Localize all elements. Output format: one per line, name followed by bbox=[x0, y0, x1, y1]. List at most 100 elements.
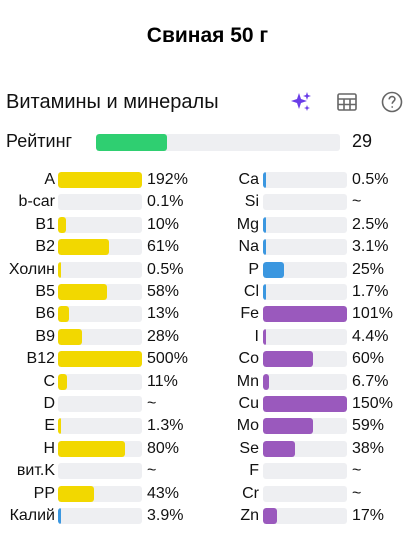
nutrient-row: P 25% bbox=[0, 259, 415, 281]
nutrient-bar bbox=[263, 373, 347, 390]
nutrient-bar bbox=[263, 463, 347, 480]
nutrient-value: 500% bbox=[147, 350, 188, 368]
nutrient-label: PP bbox=[33, 484, 55, 502]
nutrient-bar-fill bbox=[58, 216, 67, 233]
nutrient-label: F bbox=[249, 462, 259, 480]
nutrient-value: ~ bbox=[147, 462, 157, 480]
nutrient-bar bbox=[58, 216, 142, 233]
nutrient-value: 60% bbox=[352, 350, 385, 368]
nutrient-label: Co bbox=[238, 350, 259, 368]
nutrient-label: B5 bbox=[35, 283, 55, 300]
nutrient-bar-fill bbox=[263, 172, 266, 188]
nutrient-bar-fill bbox=[263, 216, 266, 233]
nutrient-row: B2 61% bbox=[0, 236, 415, 258]
help-icon[interactable] bbox=[380, 90, 404, 114]
nutrient-row: B12 500% bbox=[0, 348, 415, 370]
nutrient-bar bbox=[263, 261, 347, 278]
nutrient-value: 3.1% bbox=[352, 238, 389, 256]
nutrient-value: ~ bbox=[352, 193, 362, 211]
nutrient-bar bbox=[263, 239, 347, 256]
nutrient-label: B12 bbox=[26, 350, 55, 368]
nutrient-row: B1 10% bbox=[0, 214, 415, 236]
nutrient-value: 13% bbox=[147, 305, 180, 323]
nutrient-label: C bbox=[43, 372, 55, 390]
nutrient-bar-fill bbox=[263, 508, 278, 524]
table-icon[interactable] bbox=[335, 90, 359, 114]
nutrient-row: B6 13% bbox=[0, 303, 415, 325]
nutrient-row: F ~ bbox=[0, 460, 415, 482]
section-title: Витамины и минералы bbox=[6, 91, 219, 113]
nutrient-value: 2.5% bbox=[352, 215, 389, 233]
nutrient-label: H bbox=[43, 439, 55, 457]
nutrient-value: 59% bbox=[352, 417, 385, 435]
nutrient-bar bbox=[58, 239, 142, 256]
nutrient-bar bbox=[58, 508, 142, 524]
nutrient-bar-fill bbox=[58, 284, 107, 300]
nutrient-value: 10% bbox=[147, 215, 180, 233]
nutrient-bar bbox=[58, 194, 142, 211]
nutrient-row: Холин 0.5% bbox=[0, 259, 415, 281]
nutrient-row: C 11% bbox=[0, 371, 415, 393]
nutrient-bar-fill bbox=[263, 261, 284, 278]
nutrient-row: H 80% bbox=[0, 438, 415, 460]
rating-bar bbox=[96, 134, 340, 151]
nutrient-row: Zn 17% bbox=[0, 505, 415, 527]
nutrient-label: Холин bbox=[8, 260, 55, 278]
nutrient-bar-fill bbox=[263, 284, 266, 300]
nutrient-label: I bbox=[254, 327, 259, 345]
nutrient-bar bbox=[58, 306, 142, 323]
nutrient-bar-fill bbox=[58, 351, 142, 368]
nutrient-value: 1.7% bbox=[352, 283, 389, 300]
nutrient-label: Fe bbox=[240, 305, 259, 323]
nutrient-label: вит.K bbox=[16, 462, 55, 480]
nutrient-bar-fill bbox=[58, 418, 61, 435]
nutrient-row: Mo 59% bbox=[0, 415, 415, 437]
nutrient-row: I 4.4% bbox=[0, 326, 415, 348]
nutrient-value: 150% bbox=[352, 395, 393, 412]
nutrient-bar-fill bbox=[263, 351, 314, 368]
nutrient-bar bbox=[58, 440, 142, 457]
nutrient-bar bbox=[263, 508, 347, 524]
nutrient-row: Ca 0.5% bbox=[0, 169, 415, 191]
nutrient-label: Cr bbox=[242, 484, 259, 502]
nutrient-label: Na bbox=[238, 238, 259, 256]
nutrient-bar bbox=[58, 463, 142, 480]
nutrient-bar-fill bbox=[58, 172, 142, 188]
nutrient-label: Mo bbox=[236, 417, 259, 435]
page-title: Свиная 50 г bbox=[146, 24, 269, 47]
nutrient-row: Cu 150% bbox=[0, 393, 415, 415]
nutrient-bar-fill bbox=[263, 306, 347, 323]
nutrient-row: Mn 6.7% bbox=[0, 371, 415, 393]
nutrient-row: Se 38% bbox=[0, 438, 415, 460]
nutrient-value: 0.5% bbox=[147, 260, 184, 278]
nutrient-value: 4.4% bbox=[352, 327, 389, 345]
nutrient-value: 43% bbox=[147, 484, 180, 502]
nutrient-bar bbox=[58, 284, 142, 300]
nutrient-label: E bbox=[44, 417, 55, 435]
nutrient-label: Ca bbox=[238, 171, 259, 188]
nutrient-label: Si bbox=[244, 193, 259, 211]
nutrient-value: 28% bbox=[147, 327, 180, 345]
nutrient-bar bbox=[58, 396, 142, 412]
nutrient-label: B6 bbox=[35, 305, 55, 323]
nutrient-label: b-car bbox=[18, 193, 55, 211]
nutrient-value: 80% bbox=[147, 439, 180, 457]
nutrient-value: 3.9% bbox=[147, 507, 184, 524]
nutrient-bar-fill bbox=[58, 261, 61, 278]
nutrient-label: Se bbox=[239, 439, 259, 457]
nutrient-bar-fill bbox=[263, 440, 295, 457]
nutrient-value: 101% bbox=[352, 305, 393, 323]
nutrient-value: 11% bbox=[147, 372, 178, 390]
sparkle-icon[interactable] bbox=[289, 90, 313, 114]
nutrient-value: 38% bbox=[352, 439, 385, 457]
nutrient-label: B1 bbox=[35, 215, 55, 233]
nutrient-bar bbox=[58, 172, 142, 188]
nutrient-bar-fill bbox=[58, 485, 95, 502]
nutrient-bar bbox=[58, 261, 142, 278]
nutrient-row: Na 3.1% bbox=[0, 236, 415, 258]
nutrient-bar bbox=[263, 306, 347, 323]
nutrient-row: Co 60% bbox=[0, 348, 415, 370]
nutrient-row: Si ~ bbox=[0, 191, 415, 213]
nutrient-label: Mn bbox=[236, 372, 259, 390]
nutrient-bar-fill bbox=[263, 328, 267, 345]
